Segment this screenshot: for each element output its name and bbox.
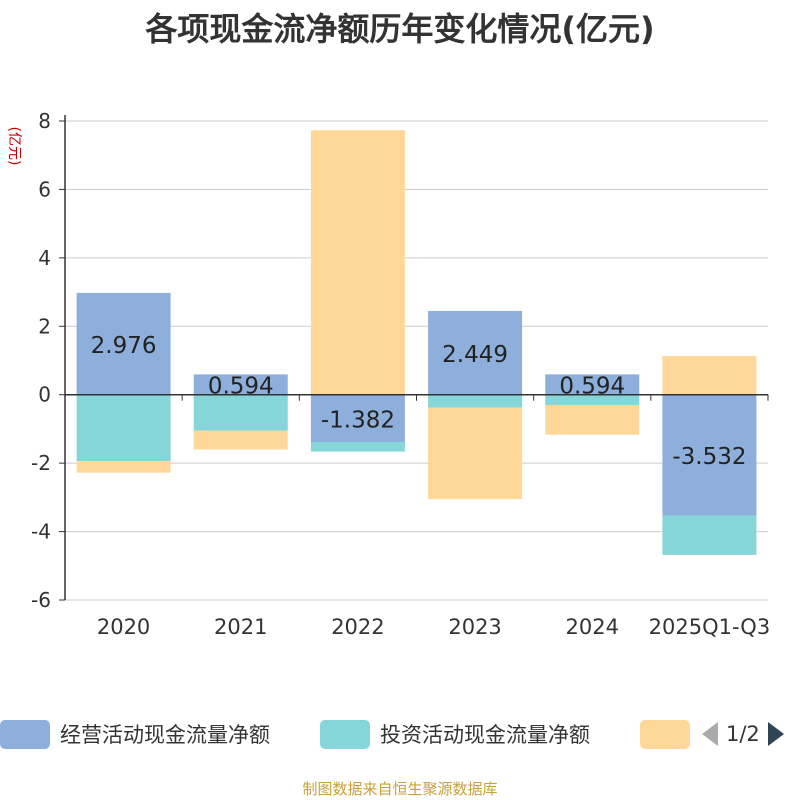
bar-series0-2021 (193, 374, 288, 395)
grid-lines (65, 120, 768, 601)
bar-series1-2024 (545, 394, 640, 405)
x-tick-label: 2023 (448, 615, 501, 639)
bar-series1-2021 (193, 394, 288, 431)
legend-label-operating: 经营活动现金流量净额 (60, 723, 270, 747)
bar-series2-2021 (193, 430, 288, 450)
bar-series0-2020 (76, 292, 171, 395)
bar-series2-2022 (310, 130, 405, 395)
legend-pager: 1/2 (700, 716, 786, 752)
data-label: 2.449 (442, 342, 508, 368)
bar-series2-2024 (545, 404, 640, 435)
bar-series2-2025Q1-Q3 (662, 356, 757, 395)
legend-item-financing[interactable] (640, 716, 690, 752)
y-tick-label: 4 (38, 246, 51, 270)
prev-page-icon[interactable] (700, 720, 720, 748)
y-axis-label: (亿元) (6, 127, 22, 166)
legend: 经营活动现金流量净额 投资活动现金流量净额 (0, 716, 800, 752)
x-tick-label: 2020 (97, 615, 150, 639)
chart-plot: 8 6 4 2 0 -2 -4 -6 2020 2021 2022 2023 2024 2025Q1-Q3… (6, 109, 770, 639)
legend-item-operating[interactable]: 经营活动现金流量净额 (0, 716, 270, 752)
chart-title: 各项现金流净额历年变化情况(亿元) (145, 10, 655, 48)
data-label: 0.594 (208, 374, 274, 400)
x-tick-label: 2022 (331, 615, 384, 639)
axes: 8 6 4 2 0 -2 -4 -6 2020 2021 2022 2023 2024 2025Q1-Q3 (31, 109, 770, 639)
data-label: -3.532 (672, 444, 746, 470)
bar-series1-2020 (76, 394, 171, 462)
data-label: -1.382 (321, 407, 395, 433)
y-tick-label: 8 (38, 109, 51, 133)
next-page-icon[interactable] (766, 720, 786, 748)
x-tick-label: 2021 (214, 615, 267, 639)
y-tick-label: -2 (31, 451, 51, 475)
y-tick-label: 0 (38, 383, 51, 407)
data-source-note: 制图数据来自恒生聚源数据库 (302, 780, 498, 798)
legend-swatch-financing (640, 719, 690, 749)
y-tick-label: 6 (38, 177, 51, 201)
legend-page-indicator: 1/2 (726, 722, 760, 746)
x-tick-label: 2025Q1-Q3 (649, 615, 771, 639)
legend-swatch-investing (320, 719, 370, 749)
bar-series1-2023 (428, 394, 523, 408)
bar-series1-2025Q1-Q3 (662, 515, 757, 555)
bar-series0-2025Q1-Q3 (662, 394, 757, 516)
bar-series0-2022 (310, 394, 405, 442)
x-tick-label: 2024 (566, 615, 619, 639)
legend-item-investing[interactable]: 投资活动现金流量净额 (320, 716, 590, 752)
data-label: 2.976 (91, 333, 157, 359)
bar-series0-2024 (545, 374, 640, 395)
legend-label-investing: 投资活动现金流量净额 (380, 723, 590, 747)
bar-group (76, 130, 757, 555)
y-tick-label: 2 (38, 314, 51, 338)
data-labels: 2.976 0.594 -1.382 2.449 0.594 -3.532 (91, 333, 747, 470)
y-tick-label: -4 (31, 520, 51, 544)
bar-series2-2023 (428, 407, 523, 500)
data-label: 0.594 (559, 374, 625, 400)
legend-swatch-operating (0, 719, 50, 749)
y-tick-label: -6 (31, 588, 51, 612)
bar-series0-2023 (428, 310, 523, 395)
bar-series1-2022 (310, 441, 405, 452)
bar-series2-2020 (76, 461, 171, 473)
